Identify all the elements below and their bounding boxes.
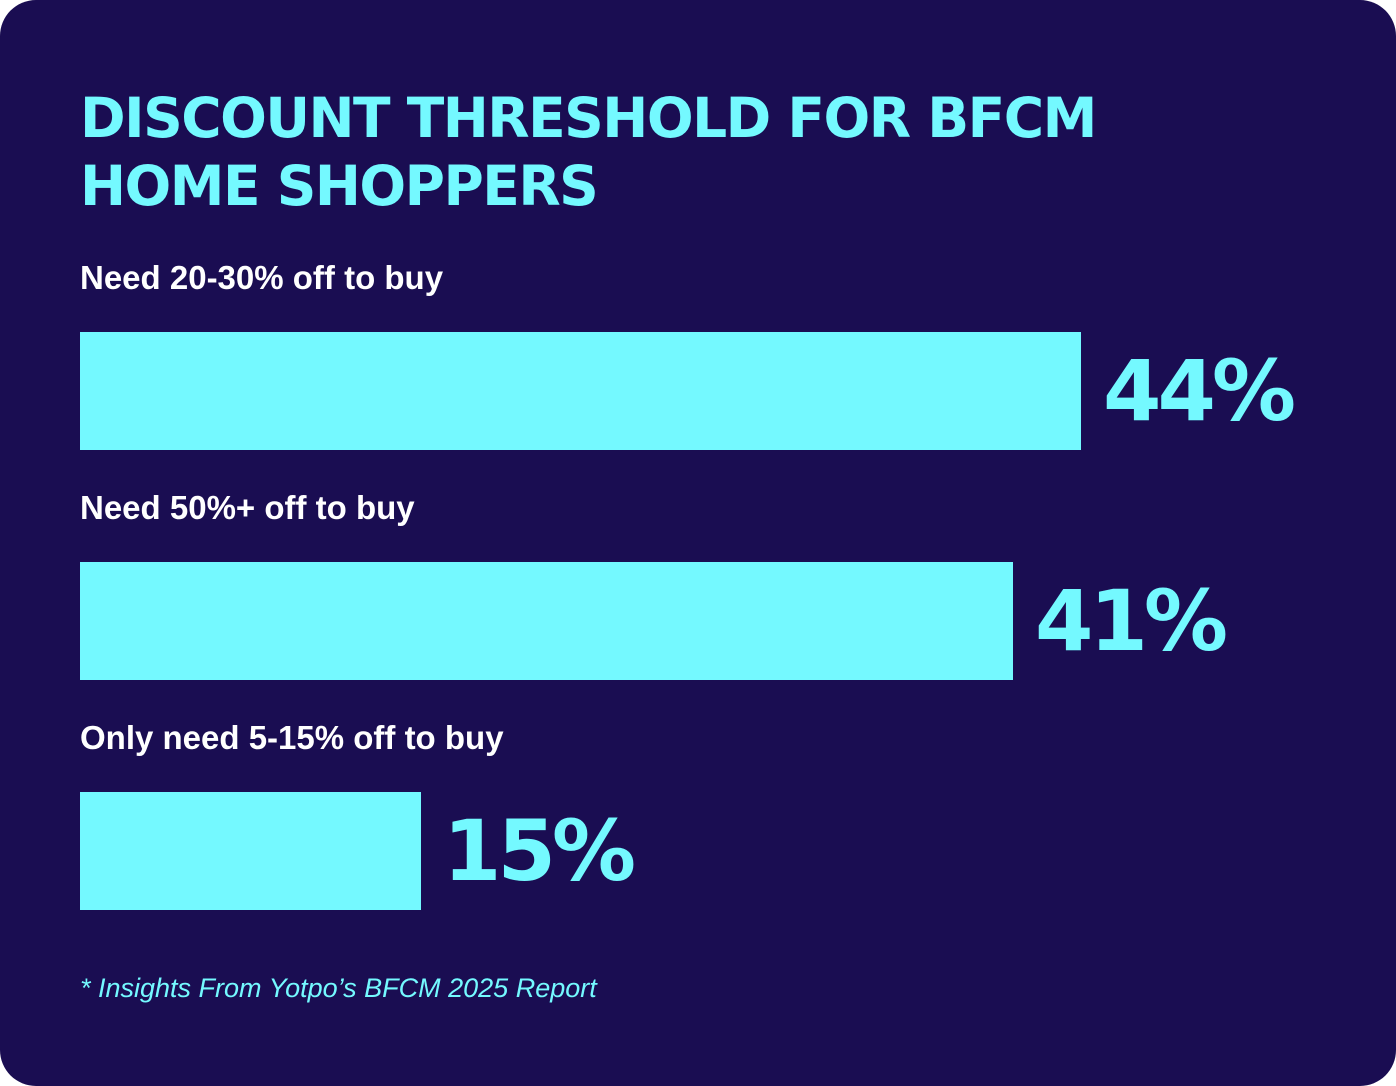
bar [80,332,1081,450]
bar-row: Need 50%+ off to buy 41% [80,480,1360,690]
value-label: 15% [443,802,636,900]
bar-chart: Need 20-30% off to buy 44% Need 50%+ off t… [80,250,1360,930]
category-label: Need 50%+ off to buy [80,489,415,526]
bar [80,562,1013,680]
bar [80,792,421,910]
chart-title: DISCOUNT THRESHOLD FOR BFCM HOME SHOPPER… [80,86,1097,218]
source-footnote: * Insights From Yotpo’s BFCM 2025 Report [80,973,597,1003]
value-label: 41% [1035,572,1228,670]
category-label: Need 20-30% off to buy [80,259,444,296]
value-label: 44% [1103,342,1296,440]
bar-row: Only need 5-15% off to buy 15% [80,710,1360,920]
bar-row: Need 20-30% off to buy 44% [80,250,1360,460]
category-label: Only need 5-15% off to buy [80,719,504,756]
